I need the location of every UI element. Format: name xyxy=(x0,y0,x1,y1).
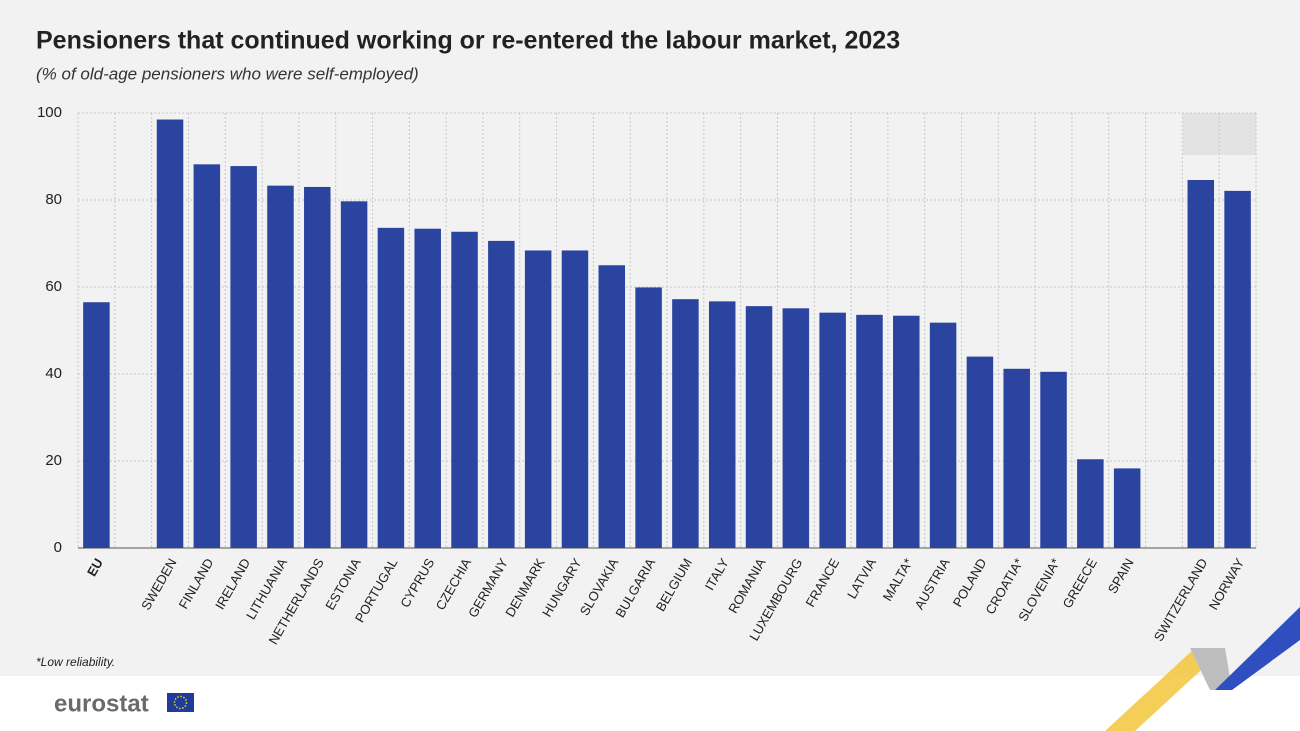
bar xyxy=(451,231,478,548)
footer-background xyxy=(0,676,1300,731)
bar xyxy=(893,315,920,548)
decor xyxy=(1105,648,1225,731)
bar xyxy=(1077,459,1104,548)
bar xyxy=(230,166,257,548)
y-tick-label: 40 xyxy=(45,365,62,382)
y-tick-label: 60 xyxy=(45,278,62,295)
bar xyxy=(745,306,773,548)
y-tick-label: 100 xyxy=(37,104,62,121)
bar xyxy=(966,356,994,548)
bar xyxy=(1113,468,1141,548)
chart-title: Pensioners that continued working or re-… xyxy=(36,27,900,55)
y-tick-label: 20 xyxy=(45,452,62,469)
chart-subtitle: (% of old-age pensioners who were self-e… xyxy=(36,64,419,83)
bar xyxy=(304,186,331,548)
y-tick-label: 80 xyxy=(45,191,62,208)
logo-flag xyxy=(167,693,194,712)
bar xyxy=(156,119,184,549)
logo-stars xyxy=(173,695,188,710)
bar xyxy=(929,322,957,548)
bar xyxy=(267,185,294,548)
footnote: *Low reliability. xyxy=(36,655,115,669)
bar xyxy=(1040,371,1067,548)
bar xyxy=(377,227,405,548)
bar xyxy=(672,299,699,548)
bar xyxy=(1224,190,1251,549)
logo-text: eurostat xyxy=(54,690,149,717)
bar xyxy=(561,250,589,548)
bar xyxy=(708,301,736,548)
bar xyxy=(819,312,846,548)
bar xyxy=(414,228,441,548)
decor xyxy=(1215,607,1300,690)
bar xyxy=(598,265,626,548)
decor xyxy=(1190,648,1232,690)
bar xyxy=(1187,179,1215,549)
bar xyxy=(782,308,810,548)
bar xyxy=(83,302,110,548)
bar xyxy=(193,164,221,548)
bar xyxy=(340,201,368,548)
bar xyxy=(524,250,552,548)
bar xyxy=(856,314,883,548)
bar xyxy=(635,287,662,548)
bar xyxy=(488,240,515,548)
y-tick-label: 0 xyxy=(54,539,62,556)
bar xyxy=(1003,368,1030,548)
